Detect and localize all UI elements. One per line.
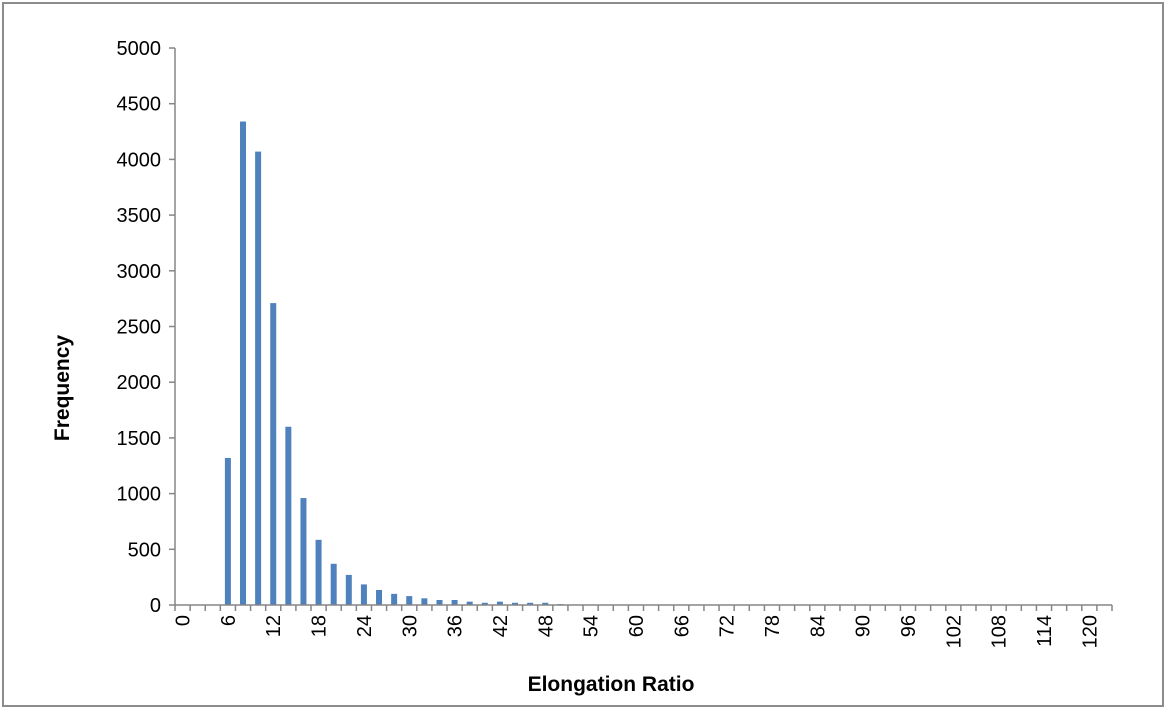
bar bbox=[421, 598, 428, 605]
bar bbox=[527, 602, 534, 605]
x-tick-label: 60 bbox=[626, 615, 648, 637]
x-tick-label: 6 bbox=[218, 615, 240, 626]
y-tick-label: 3000 bbox=[117, 261, 162, 283]
bar bbox=[240, 121, 247, 606]
y-tick-label: 2000 bbox=[117, 372, 162, 394]
x-tick-label: 42 bbox=[490, 615, 512, 637]
bar bbox=[270, 303, 277, 605]
y-tick-label: 2500 bbox=[117, 317, 162, 339]
x-tick-label: 108 bbox=[989, 615, 1011, 648]
y-tick-label: 3500 bbox=[117, 205, 162, 227]
x-tick-label: 36 bbox=[445, 615, 467, 637]
x-tick-label: 66 bbox=[671, 615, 693, 637]
x-tick-label: 54 bbox=[581, 615, 603, 637]
x-tick-label: 18 bbox=[309, 615, 331, 637]
y-tick-label: 4500 bbox=[117, 94, 162, 116]
bar bbox=[315, 539, 322, 605]
x-tick-label: 84 bbox=[807, 615, 829, 637]
x-tick-label: 102 bbox=[943, 615, 965, 648]
bar bbox=[436, 599, 443, 605]
y-tick-label: 4000 bbox=[117, 149, 162, 171]
y-tick-label: 1500 bbox=[117, 428, 162, 450]
x-tick-label: 72 bbox=[717, 615, 739, 637]
bar bbox=[285, 426, 292, 605]
x-tick-label: 24 bbox=[354, 615, 376, 637]
y-tick-label: 0 bbox=[150, 595, 161, 617]
x-axis: 0 6 12 18 24 30 36 42 48 54 60 66 72 78 84 90 96 102 108 11… bbox=[173, 604, 1113, 648]
bar bbox=[376, 589, 383, 605]
x-tick-label: 120 bbox=[1079, 615, 1101, 648]
bar bbox=[330, 563, 337, 605]
bar bbox=[542, 602, 549, 605]
bar bbox=[406, 596, 413, 605]
bar bbox=[466, 601, 473, 605]
x-tick-label: 90 bbox=[853, 615, 875, 637]
x-tick-label: 78 bbox=[762, 615, 784, 637]
y-tick-label: 500 bbox=[128, 539, 161, 561]
bars-group bbox=[224, 121, 700, 606]
bar bbox=[496, 601, 503, 605]
y-axis-title: Frequency bbox=[51, 335, 74, 442]
x-tick-label: 96 bbox=[898, 615, 920, 637]
bar bbox=[300, 498, 307, 605]
bar bbox=[255, 151, 262, 606]
x-tick-label: 114 bbox=[1034, 615, 1056, 647]
x-axis-title: Elongation Ratio bbox=[528, 673, 695, 696]
x-tick-label: 30 bbox=[399, 615, 421, 637]
bar bbox=[512, 602, 519, 605]
bar bbox=[360, 584, 367, 605]
y-tick-label: 5000 bbox=[117, 38, 162, 60]
bar bbox=[451, 599, 458, 605]
bar bbox=[391, 593, 398, 605]
x-tick-label: 12 bbox=[263, 615, 285, 637]
y-axis: 0 500 1000 1500 2000 2500 3000 3500 4000 4500 5000 bbox=[117, 38, 176, 617]
x-tick-label: 0 bbox=[173, 615, 195, 626]
bar bbox=[224, 457, 231, 605]
x-tick-label: 48 bbox=[535, 615, 557, 637]
bar bbox=[345, 574, 352, 605]
y-tick-label: 1000 bbox=[117, 484, 162, 506]
bar bbox=[481, 602, 488, 605]
